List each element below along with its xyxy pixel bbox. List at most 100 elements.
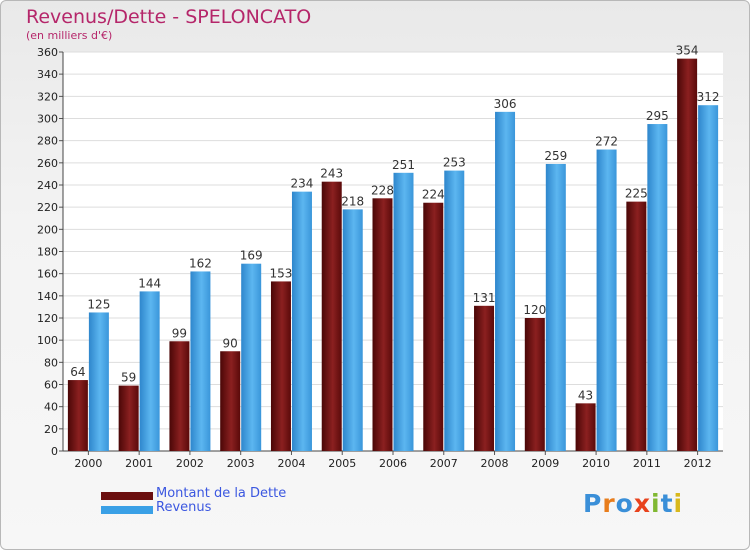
y-tick-label: 0 [51,445,58,458]
bar-revenus-2004 [291,191,312,451]
y-tick-label: 40 [44,401,58,414]
y-tick-label: 80 [44,356,58,369]
bar-dette-2010 [575,403,596,451]
x-tick-label-2012: 2012 [684,457,712,470]
x-tick-label-2005: 2005 [328,457,356,470]
y-tick-label: 140 [37,290,58,303]
value-label-revenus-2009: 259 [544,149,567,163]
value-label-revenus-2006: 251 [392,158,415,172]
value-label-dette-2005: 243 [320,167,343,181]
bar-dette-2007 [423,202,444,451]
x-tick-label-2011: 2011 [633,457,661,470]
bar-dette-2000 [67,380,88,451]
y-tick-label: 240 [37,179,58,192]
value-label-revenus-2007: 253 [443,156,466,170]
labels: 64 125 59 144 99 162 90 169 153 234 243 218 228 251 22… [70,44,719,403]
x-tick-label-2008: 2008 [481,457,509,470]
value-label-dette-2009: 120 [523,303,546,317]
value-label-dette-2012: 354 [676,44,699,58]
bar-dette-2002 [169,341,190,451]
bar-dette-2009 [524,318,545,451]
x-tick-label-2003: 2003 [227,457,255,470]
chart-subtitle: (en milliers d'€) [26,29,113,42]
logo-letter: o [615,489,634,518]
proxiti-logo: Proxiti [583,489,683,518]
value-label-revenus-2004: 234 [291,177,314,191]
bar-revenus-2010 [596,149,617,452]
bars [67,58,719,452]
bar-dette-2003 [220,351,241,451]
bar-revenus-2011 [647,124,668,452]
x-tick-label-2002: 2002 [176,457,204,470]
legend-swatch-dette [101,492,153,500]
bar-revenus-2002 [190,271,211,451]
bar-dette-2011 [626,201,647,451]
bar-dette-2004 [270,281,291,451]
grid-lines [63,51,723,451]
value-label-dette-2007: 224 [422,188,445,202]
bar-revenus-2006 [393,172,414,451]
value-label-revenus-2000: 125 [87,297,110,311]
legend-label-revenus: Revenus [156,500,212,515]
bar-dette-2008 [474,305,495,451]
y-tick-label: 180 [37,246,58,259]
bar-dette-2001 [118,385,139,451]
y-tick-label: 60 [44,379,58,392]
bar-dette-2006 [372,198,393,451]
x-tick-label-2000: 2000 [74,457,102,470]
bar-revenus-2003 [241,263,262,451]
x-tick-label-2010: 2010 [582,457,610,470]
logo-letter: i [651,489,661,518]
value-label-revenus-2010: 272 [595,135,618,149]
logo-letter: i [673,489,684,518]
bar-revenus-2012 [698,105,719,451]
value-label-dette-2006: 228 [371,183,394,197]
value-label-dette-2001: 59 [121,371,136,385]
value-label-dette-2008: 131 [473,291,496,305]
x-tick-label-2004: 2004 [277,457,305,470]
logo-letter: x [633,489,651,518]
x-tick-label-2007: 2007 [430,457,458,470]
logo-letter: r [602,489,616,518]
value-label-revenus-2008: 306 [494,97,517,111]
value-label-dette-2002: 99 [172,326,187,340]
legend-label-dette: Montant de la Dette [156,486,287,501]
bar-dette-2012 [677,58,698,452]
value-label-revenus-2005: 218 [341,194,364,208]
logo-letter: P [583,489,603,518]
axes: 0 20 40 60 80 100 120 140 160 180 200 220 240 260 280 3… [37,46,723,470]
y-tick-label: 300 [37,113,58,126]
value-label-revenus-2001: 144 [138,276,161,290]
y-tick-label: 120 [37,312,58,325]
value-label-dette-2004: 153 [270,266,293,280]
y-tick-label: 260 [37,157,58,170]
bar-revenus-2001 [139,291,160,451]
y-tick-label: 360 [37,46,58,59]
bar-dette-2005 [321,181,342,452]
bar-revenus-2009 [545,163,566,452]
value-label-revenus-2003: 169 [240,249,263,263]
logo-letter: t [660,489,674,518]
value-label-dette-2000: 64 [70,365,85,379]
value-label-revenus-2012: 312 [697,90,720,104]
x-tick-label-2001: 2001 [125,457,153,470]
y-tick-label: 280 [37,135,58,148]
value-label-revenus-2011: 295 [646,109,669,123]
y-tick-label: 220 [37,201,58,214]
y-tick-label: 200 [37,223,58,236]
x-tick-label-2009: 2009 [531,457,559,470]
chart-title: Revenus/Dette - SPELONCATO [26,6,312,28]
y-tick-label: 20 [44,423,58,436]
value-label-revenus-2002: 162 [189,256,212,270]
y-tick-label: 160 [37,268,58,281]
y-tick-label: 320 [37,90,58,103]
y-tick-label: 340 [37,68,58,81]
y-tick-label: 100 [37,334,58,347]
legend-swatch-revenus [101,506,153,514]
x-tick-label-2006: 2006 [379,457,407,470]
bar-revenus-2005 [342,209,363,451]
value-label-dette-2010: 43 [578,388,593,402]
bar-revenus-2000 [88,312,109,451]
